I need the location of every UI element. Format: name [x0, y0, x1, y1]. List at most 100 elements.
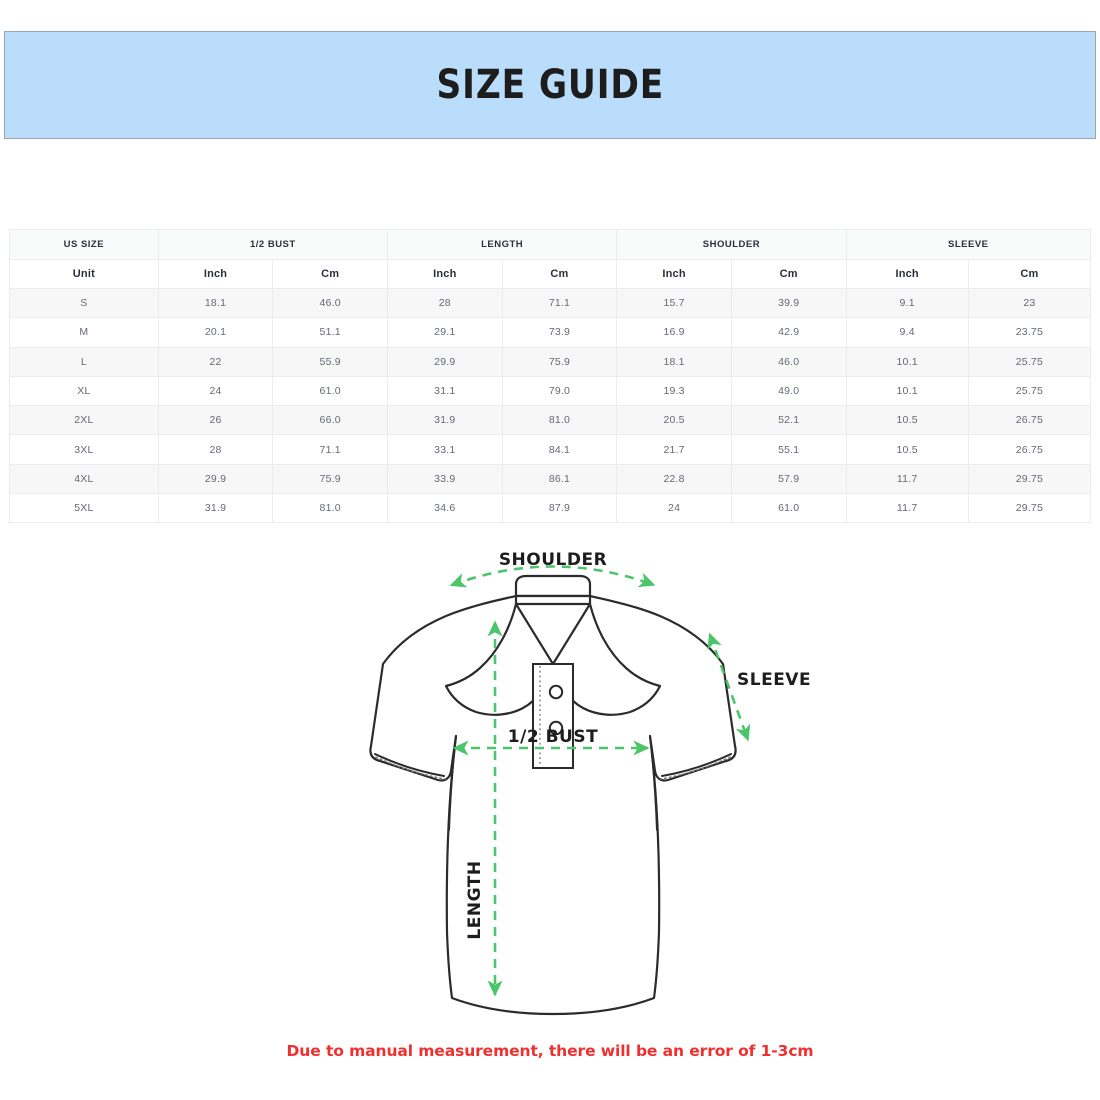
measurement-diagram: SHOULDER SLEEVE 1/2 BUST LENGTH: [0, 540, 1100, 1040]
unit-header-length-cm: Cm: [501, 259, 618, 289]
cell-sleeve-inch: 11.7: [845, 463, 969, 495]
table-row: 5XL 31.9 81.0 34.6 87.9 24 61.0 11.7 29.75: [9, 493, 1092, 524]
button-placket: [532, 663, 574, 769]
cell-sleeve-inch: 10.1: [845, 375, 969, 407]
cell-bust-inch: 22: [157, 346, 274, 377]
sleeve-measure-arrow: [707, 632, 751, 742]
cell-shoulder-cm: 39.9: [730, 287, 847, 319]
cell-shoulder-cm: 61.0: [730, 493, 847, 524]
right-cuff-stitch: [660, 756, 731, 780]
cell-length-inch: 31.1: [386, 375, 503, 407]
cell-bust-inch: 28: [157, 434, 274, 465]
unit-header-sleeve-cm: Cm: [967, 259, 1092, 289]
shoulder-label: SHOULDER: [499, 550, 607, 570]
page-title: SIZE GUIDE: [436, 62, 664, 108]
table-row: 3XL 28 71.1 33.1 84.1 21.7 55.1 10.5 26.75: [9, 434, 1092, 465]
cell-shoulder-cm: 52.1: [730, 405, 847, 436]
cell-size: 4XL: [9, 463, 159, 495]
unit-header-sleeve-inch: Inch: [845, 259, 969, 289]
cell-size: L: [9, 346, 159, 377]
table-row: 4XL 29.9 75.9 33.9 86.1 22.8 57.9 11.7 29.75: [9, 463, 1092, 495]
cell-shoulder-inch: 19.3: [616, 375, 732, 407]
table-row: M 20.1 51.1 29.1 73.9 16.9 42.9 9.4 23.75: [9, 317, 1092, 348]
cell-shoulder-inch: 22.8: [616, 463, 732, 495]
right-sleeve-seam: [649, 735, 658, 831]
unit-header-length-inch: Inch: [386, 259, 503, 289]
group-header-length: LENGTH: [386, 229, 618, 260]
cell-sleeve-cm: 29.75: [967, 463, 1092, 495]
cell-bust-inch: 20.1: [157, 317, 274, 348]
cell-sleeve-cm: 29.75: [967, 493, 1092, 524]
table-body: S 18.1 46.0 28 71.1 15.7 39.9 9.1 23 M 20.1 51.1 29.…: [9, 287, 1092, 524]
cell-bust-cm: 61.0: [272, 375, 388, 407]
group-header-sleeve: SLEEVE: [845, 229, 1092, 260]
sleeve-label: SLEEVE: [737, 670, 811, 690]
group-header-shoulder: SHOULDER: [616, 229, 847, 260]
table-head: US SIZE 1/2 BUST LENGTH SHOULDER SLEEVE …: [9, 229, 1092, 289]
shoulder-measure-arrow: [449, 565, 656, 588]
cell-sleeve-cm: 26.75: [967, 434, 1092, 465]
cell-length-cm: 71.1: [501, 287, 618, 319]
cell-bust-inch: 29.9: [157, 463, 274, 495]
cell-length-cm: 81.0: [501, 405, 618, 436]
length-label: LENGTH: [465, 860, 485, 939]
cell-sleeve-cm: 23: [967, 287, 1092, 319]
button-top: [548, 684, 564, 700]
cell-shoulder-inch: 20.5: [616, 405, 732, 436]
cell-bust-cm: 46.0: [272, 287, 388, 319]
cell-bust-inch: 31.9: [157, 493, 274, 524]
cell-size: 3XL: [9, 434, 159, 465]
table-row: S 18.1 46.0 28 71.1 15.7 39.9 9.1 23: [9, 287, 1092, 319]
cell-length-cm: 84.1: [501, 434, 618, 465]
cell-sleeve-inch: 9.4: [845, 317, 969, 348]
cell-length-cm: 75.9: [501, 346, 618, 377]
measurement-disclaimer: Due to manual measurement, there will be…: [286, 1042, 814, 1060]
unit-header-bust-cm: Cm: [272, 259, 388, 289]
cell-shoulder-cm: 46.0: [730, 346, 847, 377]
unit-header-shoulder-cm: Cm: [730, 259, 847, 289]
group-header-us-size: US SIZE: [9, 229, 159, 260]
cell-length-inch: 31.9: [386, 405, 503, 436]
left-cuff-stitch: [375, 756, 446, 780]
table-row: L 22 55.9 29.9 75.9 18.1 46.0 10.1 25.75: [9, 346, 1092, 377]
cell-shoulder-cm: 49.0: [730, 375, 847, 407]
cell-sleeve-cm: 25.75: [967, 346, 1092, 377]
cell-sleeve-inch: 9.1: [845, 287, 969, 319]
table-row: XL 24 61.0 31.1 79.0 19.3 49.0 10.1 25.75: [9, 375, 1092, 407]
cell-length-cm: 87.9: [501, 493, 618, 524]
collar-stand: [514, 574, 592, 598]
unit-header-us-size: Unit: [9, 259, 159, 289]
cell-length-inch: 33.1: [386, 434, 503, 465]
group-header-half-bust: 1/2 BUST: [157, 229, 388, 260]
cell-length-cm: 79.0: [501, 375, 618, 407]
cell-bust-cm: 75.9: [272, 463, 388, 495]
unit-header-row: Unit Inch Cm Inch Cm Inch Cm Inch Cm: [9, 259, 1092, 289]
cell-shoulder-inch: 15.7: [616, 287, 732, 319]
group-header-row: US SIZE 1/2 BUST LENGTH SHOULDER SLEEVE: [9, 229, 1092, 260]
cell-sleeve-inch: 11.7: [845, 493, 969, 524]
size-guide-banner: SIZE GUIDE: [4, 31, 1096, 139]
cell-bust-cm: 71.1: [272, 434, 388, 465]
cell-sleeve-inch: 10.5: [845, 434, 969, 465]
left-cuff-line: [374, 753, 445, 777]
cell-sleeve-cm: 26.75: [967, 405, 1092, 436]
cell-size: 5XL: [9, 493, 159, 524]
cell-length-inch: 33.9: [386, 463, 503, 495]
cell-sleeve-inch: 10.1: [845, 346, 969, 377]
polo-shirt-outline: [369, 594, 737, 1016]
cell-size: M: [9, 317, 159, 348]
cell-length-inch: 29.9: [386, 346, 503, 377]
cell-bust-cm: 55.9: [272, 346, 388, 377]
cell-size: S: [9, 287, 159, 319]
button-bottom: [548, 720, 564, 736]
right-cuff-line: [661, 753, 732, 777]
collar-stand-line: [514, 594, 592, 606]
cell-bust-inch: 18.1: [157, 287, 274, 319]
size-table-container: US SIZE 1/2 BUST LENGTH SHOULDER SLEEVE …: [9, 229, 1092, 524]
size-chart-table: US SIZE 1/2 BUST LENGTH SHOULDER SLEEVE …: [9, 229, 1092, 524]
cell-shoulder-inch: 24: [616, 493, 732, 524]
cell-size: XL: [9, 375, 159, 407]
cell-bust-cm: 66.0: [272, 405, 388, 436]
cell-shoulder-cm: 42.9: [730, 317, 847, 348]
cell-shoulder-inch: 18.1: [616, 346, 732, 377]
